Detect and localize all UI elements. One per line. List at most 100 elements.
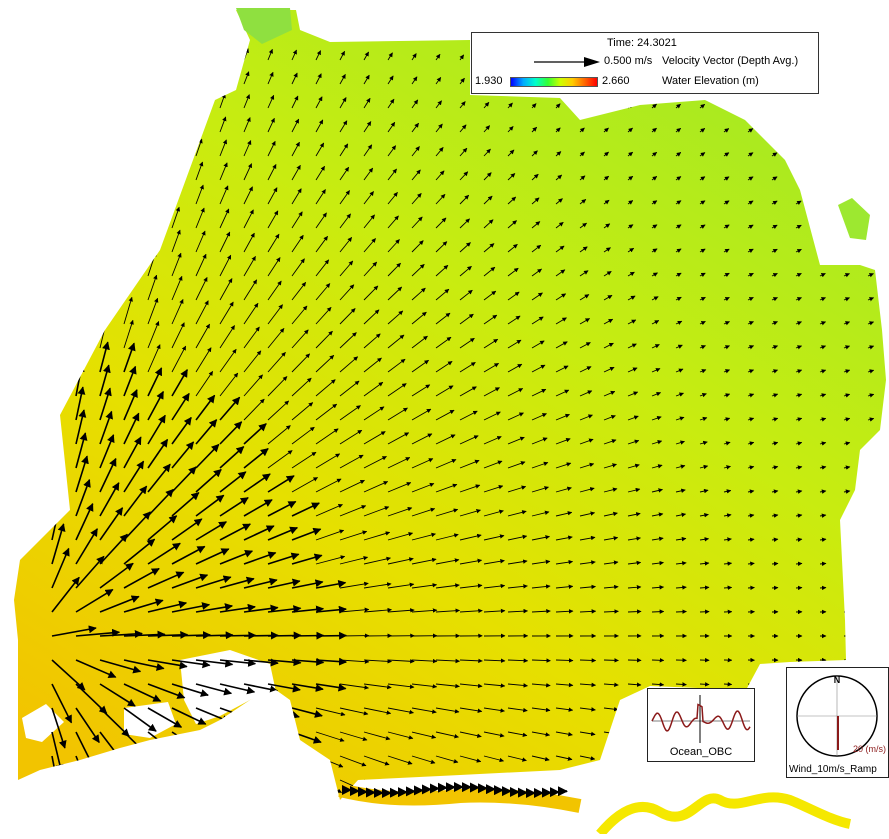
velocity-arrow [52, 273, 54, 300]
velocity-arrow [556, 780, 572, 784]
velocity-arrow [604, 780, 617, 783]
velocity-arrow [868, 201, 873, 204]
velocity-arrow [772, 780, 778, 781]
velocity-arrow [76, 205, 79, 228]
velocity-arrow [796, 105, 801, 108]
velocity-arrow [772, 708, 778, 709]
velocity-arrow [868, 443, 874, 444]
velocity-arrow [220, 756, 249, 774]
velocity-arrow [244, 756, 273, 772]
velocity-arrow [52, 455, 58, 492]
velocity-arrow [748, 588, 754, 589]
velocity-scale-value: 0.500 m/s [604, 55, 652, 67]
velocity-arrow [484, 780, 503, 786]
velocity-arrow [724, 684, 732, 685]
velocity-arrow [748, 104, 753, 108]
velocity-arrow [868, 515, 874, 516]
velocity-arrow [580, 104, 584, 108]
elevation-colorbar [510, 77, 598, 87]
velocity-arrow [820, 105, 825, 108]
velocity-arrow [124, 206, 129, 228]
velocity-arrow [868, 564, 874, 565]
velocity-arrow [556, 660, 573, 661]
velocity-arrow [148, 206, 154, 228]
velocity-arrow [796, 563, 802, 564]
velocity-arrow [388, 780, 411, 789]
velocity-arrow [244, 708, 276, 718]
velocity-arrow [124, 92, 127, 108]
velocity-arrow [196, 93, 201, 108]
velocity-arrow [844, 249, 849, 252]
velocity-arrow [724, 780, 731, 781]
velocity-arrow [676, 780, 685, 782]
velocity-arrow [628, 708, 641, 710]
velocity-arrow [76, 182, 78, 204]
velocity-arrow [844, 177, 849, 180]
velocity-arrow [52, 159, 53, 180]
velocity-arrow [52, 318, 54, 348]
velocity-arrow [100, 69, 102, 84]
velocity-arrow [52, 341, 55, 372]
velocity-scale-arrow [534, 57, 600, 67]
velocity-arrow [124, 47, 126, 61]
velocity-arrow [652, 780, 663, 782]
velocity-arrow [868, 129, 873, 132]
velocity-arrow [220, 780, 247, 800]
velocity-arrow [148, 115, 152, 132]
velocity-arrow [100, 160, 103, 180]
velocity-arrow [796, 129, 801, 132]
velocity-arrow [172, 756, 200, 779]
velocity-arrow [100, 137, 103, 156]
velocity-arrow [820, 56, 825, 60]
velocity-arrow [868, 225, 873, 228]
wind-compass-plot[interactable]: N 20 (m/s) Wind_10m/s_Ramp [786, 667, 889, 778]
velocity-arrow [772, 756, 778, 757]
velocity-arrow [604, 104, 608, 108]
time-label: Time: 24.3021 [607, 37, 677, 49]
velocity-arrow [52, 205, 53, 228]
velocity-arrow [772, 563, 778, 564]
velocity-arrow [220, 71, 224, 84]
velocity-arrow [124, 229, 130, 252]
ocean-obc-plot[interactable]: Ocean_OBC [647, 688, 755, 762]
velocity-arrow [844, 57, 849, 61]
elevation-min: 1.930 [475, 75, 503, 87]
velocity-arrow [268, 732, 298, 744]
velocity-arrow [724, 104, 729, 108]
velocity-arrow [844, 129, 849, 132]
velocity-arrow [868, 177, 873, 180]
north-label: N [834, 675, 841, 685]
velocity-arrow [820, 153, 825, 156]
velocity-arrow [196, 116, 201, 132]
velocity-arrow [148, 92, 152, 108]
velocity-arrow [868, 467, 874, 468]
map-legend[interactable]: Time: 24.3021 0.500 m/s Velocity Vector … [471, 32, 819, 94]
velocity-arrow [868, 780, 874, 781]
velocity-arrow [820, 225, 825, 228]
velocity-arrow [124, 252, 130, 277]
velocity-arrow [844, 153, 849, 156]
velocity-arrow [52, 780, 58, 818]
velocity-arrow [124, 69, 127, 84]
velocity-arrow [124, 138, 128, 157]
velocity-arrow [604, 660, 618, 661]
velocity-arrow [172, 47, 175, 60]
velocity-arrow [76, 69, 77, 84]
velocity-arrow [124, 756, 148, 785]
velocity-arrow [820, 201, 825, 204]
velocity-title: Velocity Vector (Depth Avg.) [662, 55, 798, 67]
wind-speed-label: 20 (m/s) [853, 744, 886, 754]
velocity-arrow [52, 137, 53, 156]
velocity-arrow [148, 756, 174, 782]
velocity-arrow [148, 229, 155, 252]
velocity-arrow [796, 177, 801, 180]
wind-compass: N 20 (m/s) [787, 670, 888, 762]
east-inlet [838, 198, 870, 240]
velocity-arrow [772, 129, 777, 132]
velocity-arrow [604, 756, 618, 759]
velocity-arrow [820, 177, 825, 180]
velocity-arrow [100, 251, 105, 276]
velocity-arrow [220, 48, 224, 60]
